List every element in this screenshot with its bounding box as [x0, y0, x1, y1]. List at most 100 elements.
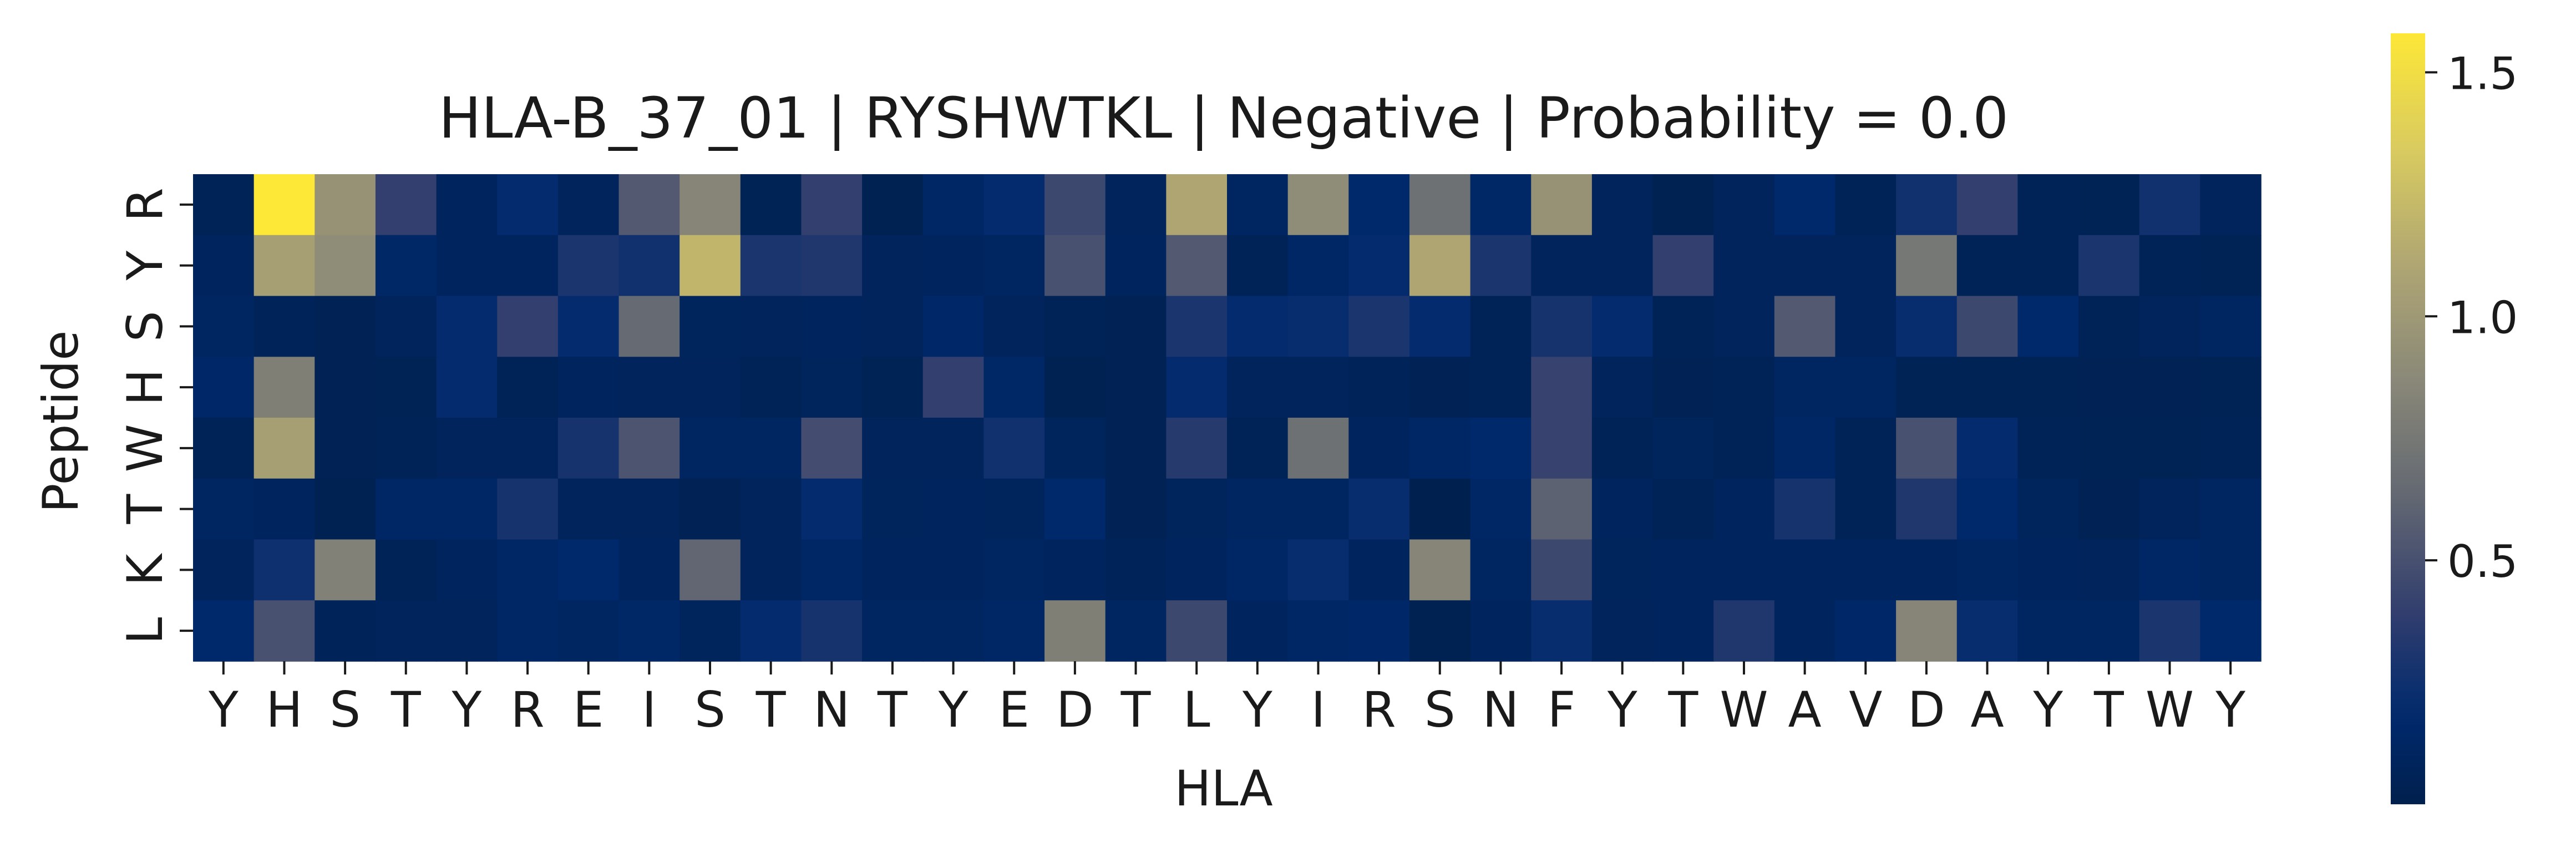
heatmap-cell: [437, 296, 498, 358]
heatmap-cell: [619, 174, 680, 236]
x-tick-label: E: [573, 681, 604, 738]
heatmap-cell: [1044, 540, 1106, 601]
heatmap-cell: [1409, 479, 1470, 540]
heatmap-cell: [1835, 479, 1896, 540]
heatmap-cell: [1653, 479, 1714, 540]
heatmap-cell: [1531, 418, 1592, 479]
heatmap-cell: [1896, 235, 1957, 297]
heatmap-cell: [1835, 540, 1896, 601]
heatmap-cell: [2139, 418, 2200, 479]
heatmap-cell: [1531, 357, 1592, 418]
heatmap-cell: [2200, 540, 2261, 601]
y-tick-label: Y: [116, 251, 174, 281]
heatmap-cell: [1348, 540, 1409, 601]
heatmap-cell: [923, 174, 984, 236]
heatmap-cell: [1106, 357, 1167, 418]
heatmap-cell: [862, 174, 923, 236]
heatmap-cell: [983, 600, 1044, 662]
heatmap-cell: [1713, 235, 1774, 297]
heatmap-cell: [1713, 418, 1774, 479]
heatmap-cell: [1227, 357, 1288, 418]
heatmap-cell: [497, 357, 558, 418]
heatmap-cell: [1044, 174, 1106, 236]
heatmap-cell: [1531, 479, 1592, 540]
heatmap-cell: [1227, 600, 1288, 662]
heatmap-cell: [1713, 296, 1774, 358]
heatmap-cell: [983, 296, 1044, 358]
heatmap-cell: [1896, 479, 1957, 540]
heatmap-cell: [1774, 600, 1835, 662]
y-tick-label: S: [116, 311, 174, 342]
heatmap-cell: [1957, 174, 2018, 236]
heatmap-cell: [1774, 174, 1835, 236]
heatmap-cell: [1835, 357, 1896, 418]
heatmap-cell: [801, 540, 862, 601]
heatmap-cell: [2078, 235, 2139, 297]
heatmap-cell: [2200, 479, 2261, 540]
x-tick-label: F: [1548, 681, 1576, 738]
heatmap-cell: [680, 357, 741, 418]
heatmap-cell: [315, 479, 376, 540]
y-tick-label: H: [116, 369, 174, 405]
heatmap-cell: [1409, 600, 1470, 662]
x-tick-label: S: [1424, 681, 1456, 738]
heatmap-cell: [1592, 235, 1653, 297]
heatmap-cell: [1409, 174, 1470, 236]
heatmap-cell: [1288, 479, 1349, 540]
heatmap-cell: [1409, 296, 1470, 358]
heatmap-cell: [1957, 296, 2018, 358]
x-tick-label: S: [329, 681, 361, 738]
heatmap-cell: [497, 296, 558, 358]
heatmap-cell: [1957, 600, 2018, 662]
heatmap-cell: [315, 540, 376, 601]
heatmap-cell: [1106, 540, 1167, 601]
heatmap-cell: [1106, 600, 1167, 662]
x-tick-label: T: [2093, 681, 2124, 738]
heatmap-cell: [193, 418, 254, 479]
x-axis-label: HLA: [1174, 760, 1272, 817]
heatmap-cell: [1774, 418, 1835, 479]
heatmap-cell: [2017, 600, 2078, 662]
heatmap-cell: [1957, 418, 2018, 479]
heatmap-cell: [1044, 296, 1106, 358]
x-tick-label: R: [1362, 681, 1396, 738]
x-tick-label: D: [1908, 681, 1945, 738]
heatmap-cell: [558, 296, 619, 358]
heatmap-cell: [619, 479, 680, 540]
x-tick-label: N: [813, 681, 850, 738]
heatmap-cell: [2078, 479, 2139, 540]
heatmap-cell: [254, 235, 315, 297]
x-tick-label: Y: [208, 681, 239, 738]
heatmap-cell: [983, 357, 1044, 418]
heatmap-cell: [680, 235, 741, 297]
heatmap-cell: [1896, 600, 1957, 662]
heatmap-cell: [315, 418, 376, 479]
heatmap-cell: [801, 600, 862, 662]
x-tick-label: Y: [2032, 681, 2063, 738]
heatmap-cell: [619, 600, 680, 662]
heatmap-cell: [1957, 357, 2018, 418]
heatmap-cell: [1409, 418, 1470, 479]
heatmap-cell: [619, 296, 680, 358]
heatmap-cell: [376, 296, 437, 358]
heatmap-cell: [862, 296, 923, 358]
heatmap-cell: [1592, 418, 1653, 479]
heatmap-cell: [254, 418, 315, 479]
heatmap-cell: [1470, 540, 1532, 601]
x-tick-label: E: [998, 681, 1030, 738]
heatmap-cell: [1592, 357, 1653, 418]
heatmap-cell: [1592, 600, 1653, 662]
heatmap-cell: [983, 479, 1044, 540]
heatmap-cell: [1166, 174, 1227, 236]
heatmap-cell: [741, 235, 802, 297]
heatmap-cell: [376, 235, 437, 297]
heatmap-cell: [2139, 296, 2200, 358]
y-tick-label: W: [116, 424, 174, 472]
heatmap-cell: [680, 479, 741, 540]
x-tick-label: N: [1482, 681, 1519, 738]
heatmap-cell: [1653, 235, 1714, 297]
heatmap-cell: [437, 479, 498, 540]
heatmap-cell: [497, 174, 558, 236]
heatmap-cell: [315, 357, 376, 418]
